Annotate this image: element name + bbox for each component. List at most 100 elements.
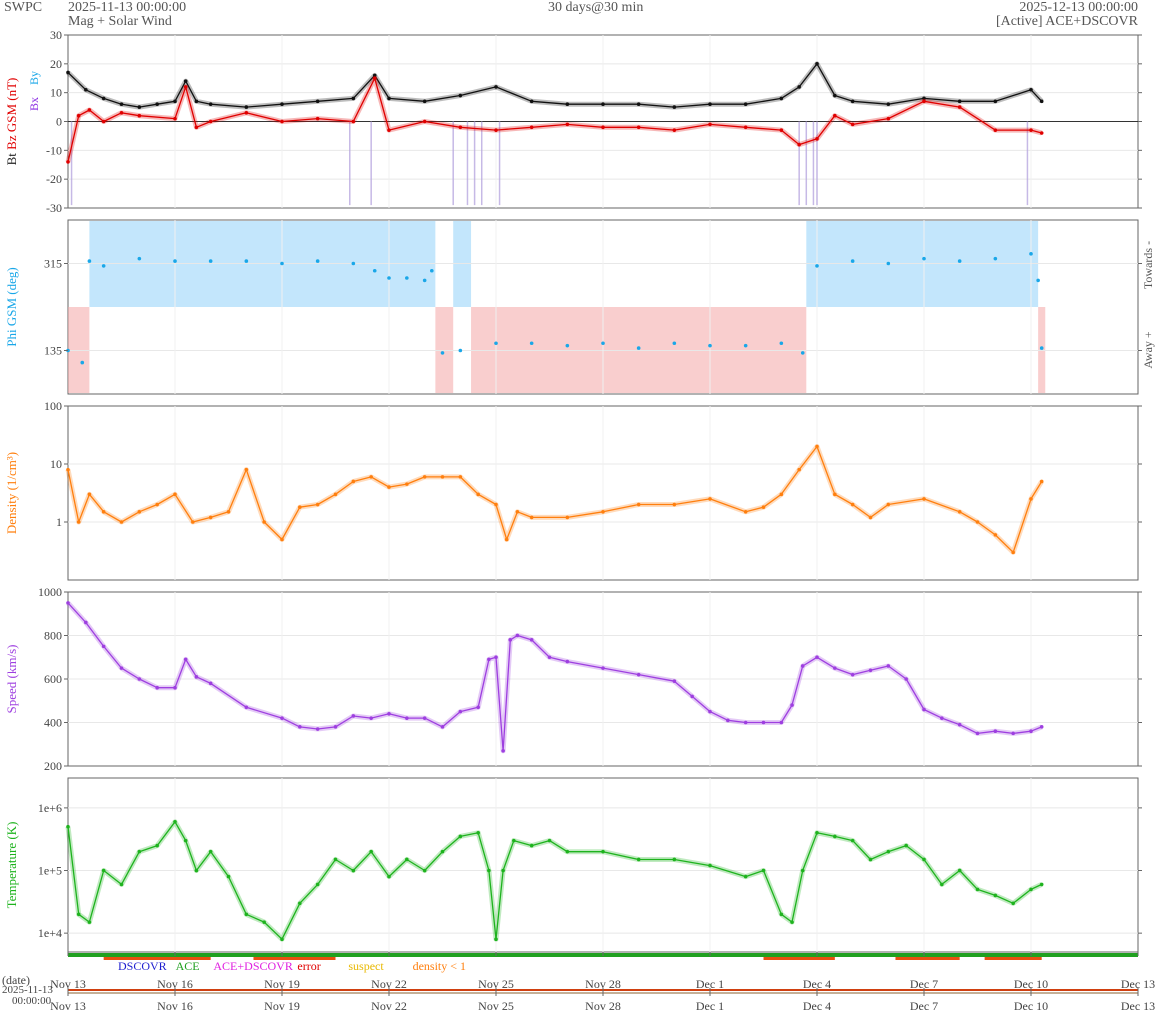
data-point bbox=[458, 834, 463, 839]
data-point bbox=[833, 666, 837, 670]
x-tick-label: Nov 16 bbox=[157, 999, 193, 1012]
time-stamp: 00:00:00 bbox=[12, 995, 52, 1007]
data-point bbox=[886, 261, 891, 266]
data-point bbox=[743, 125, 748, 130]
data-point bbox=[458, 475, 463, 479]
data-point bbox=[76, 113, 81, 118]
away-label: Away + bbox=[1141, 331, 1155, 369]
data-point bbox=[1029, 128, 1033, 132]
x-tick-label: Dec 10 bbox=[1014, 977, 1048, 991]
data-point bbox=[850, 122, 855, 127]
error-flag bbox=[984, 957, 1042, 960]
data-point bbox=[280, 261, 284, 266]
data-point bbox=[155, 843, 159, 848]
data-point bbox=[440, 475, 445, 479]
data-point bbox=[1029, 87, 1033, 92]
data-point bbox=[1039, 346, 1044, 350]
data-point bbox=[87, 259, 92, 263]
bx-label: Bx bbox=[27, 97, 41, 111]
data-point bbox=[101, 264, 106, 268]
x-tick-label: Dec 10 bbox=[1014, 999, 1048, 1012]
error-flag bbox=[103, 957, 211, 960]
data-point bbox=[80, 360, 85, 365]
data-point bbox=[672, 679, 677, 683]
data-point bbox=[672, 857, 677, 862]
data-point bbox=[886, 849, 891, 854]
data-point bbox=[208, 681, 213, 686]
data-point bbox=[833, 492, 837, 497]
end-date: 2025-12-13 00:00:00 bbox=[1019, 0, 1138, 15]
data-point bbox=[244, 912, 249, 917]
panel-4: 200 400 600 800 1000 Speed (km/s) bbox=[4, 585, 1142, 773]
data-point bbox=[1039, 99, 1044, 104]
x-tick-label: Dec 13 bbox=[1121, 999, 1155, 1012]
chart-subtitle: Mag + Solar Wind bbox=[68, 14, 172, 29]
data-point bbox=[244, 259, 249, 263]
data-point bbox=[565, 343, 570, 348]
data-point bbox=[636, 502, 641, 507]
data-point bbox=[494, 85, 498, 89]
y-axis-label: Temperature (K) bbox=[4, 822, 19, 909]
data-point bbox=[262, 920, 266, 924]
data-point bbox=[547, 655, 552, 660]
data-point bbox=[636, 102, 641, 106]
data-point bbox=[993, 729, 998, 733]
data-point bbox=[800, 868, 805, 873]
data-point bbox=[815, 137, 819, 141]
data-point bbox=[66, 824, 70, 829]
data-point bbox=[868, 857, 873, 862]
data-point bbox=[1011, 550, 1015, 555]
data-point bbox=[405, 857, 409, 862]
data-point bbox=[797, 142, 801, 147]
data-point bbox=[333, 492, 338, 497]
data-point bbox=[957, 259, 962, 263]
time-axis-top: Nov 13 Nov 16 Nov 19 Nov 22 Nov 25 Nov 28 Dec … bbox=[50, 952, 1155, 991]
data-point bbox=[708, 863, 712, 868]
data-point bbox=[993, 533, 998, 537]
data-point bbox=[1029, 887, 1033, 892]
data-point bbox=[440, 849, 445, 854]
data-point bbox=[173, 259, 177, 263]
data-point bbox=[922, 497, 926, 501]
start-date: 2025-11-13 00:00:00 bbox=[68, 0, 187, 15]
legend-item: suspect bbox=[348, 959, 384, 973]
data-point bbox=[815, 62, 819, 66]
data-point bbox=[369, 475, 373, 479]
data-point bbox=[137, 105, 142, 109]
data-point bbox=[458, 348, 463, 353]
data-point bbox=[76, 520, 81, 524]
y-axis-label: Speed (km/s) bbox=[4, 645, 19, 714]
y-axis-label: Bt Bz GSM (nT) bbox=[4, 78, 19, 166]
data-point bbox=[183, 79, 188, 83]
y-tick-label: -30 bbox=[46, 201, 62, 215]
data-point bbox=[422, 475, 427, 479]
data-point bbox=[487, 868, 491, 873]
data-point bbox=[87, 108, 92, 112]
data-point bbox=[850, 99, 855, 104]
data-point bbox=[850, 672, 855, 677]
panel-1: -30 -20 -10 0 10 20 30 Bt Bz GSM (nT) Bx By bbox=[4, 28, 1142, 215]
data-point bbox=[119, 666, 124, 670]
data-point bbox=[315, 727, 320, 731]
data-point bbox=[66, 70, 70, 75]
data-point bbox=[601, 102, 605, 106]
time-axis-bottom: Nov 13 Nov 16 Nov 19 Nov 22 Nov 25 Nov 28 Dec … bbox=[50, 988, 1155, 1012]
data-point bbox=[779, 912, 784, 917]
data-point bbox=[761, 868, 766, 873]
data-point bbox=[173, 116, 177, 121]
data-point bbox=[76, 912, 81, 917]
data-point bbox=[194, 125, 199, 130]
data-point bbox=[66, 601, 70, 605]
data-point bbox=[501, 868, 505, 873]
series-line bbox=[67, 445, 1043, 553]
x-tick-label: Nov 19 bbox=[264, 999, 300, 1012]
data-point bbox=[84, 87, 88, 92]
data-point bbox=[173, 685, 177, 690]
data-point bbox=[868, 515, 873, 520]
data-point bbox=[87, 920, 92, 924]
data-point bbox=[975, 520, 980, 524]
data-point bbox=[1036, 278, 1040, 283]
time-span: 30 days@30 min bbox=[548, 0, 644, 15]
panel-3: 1 10 100 Density (1/cm³) bbox=[4, 399, 1142, 581]
data-point bbox=[194, 99, 199, 104]
